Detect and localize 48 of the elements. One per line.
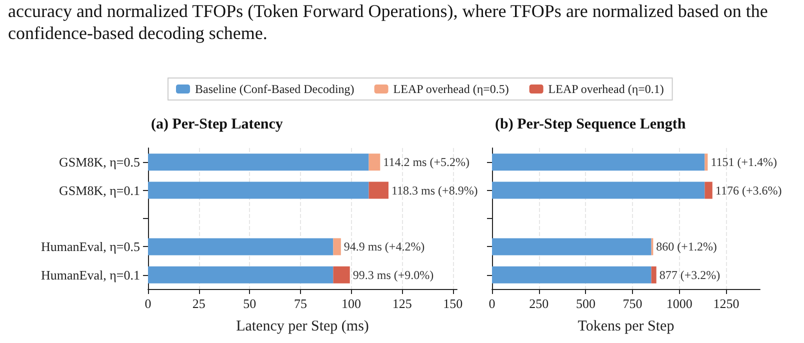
bar: [492, 238, 652, 256]
x-tick-label: 75: [294, 296, 307, 311]
total-label: 114.2 ms (+5.2%): [383, 155, 470, 170]
x-tick-label: 50: [243, 296, 256, 311]
x-axis-title: Latency per Step (ms): [236, 318, 369, 334]
y-tick-label: HumanEval, η=0.5: [41, 239, 140, 254]
y-tick-label: GSM8K, η=0.5: [59, 154, 140, 170]
bar: [333, 238, 341, 256]
legend-label: Baseline (Conf-Based Decoding): [195, 82, 354, 96]
x-axis-title: Tokens per Step: [578, 318, 674, 334]
x-tick-label: 100: [342, 296, 362, 311]
bar: [492, 182, 705, 199]
x-tick-label: 750: [622, 296, 642, 311]
total-label: 877 (+3.2%): [659, 268, 720, 282]
x-tick-label: 25: [192, 296, 206, 311]
x-tick-label: 250: [529, 296, 549, 311]
text: accuracy and normalized TFOPs (Token Forward Operations), where TFOPs are normalized based on the confidence-based decoding scheme.: [8, 1, 769, 44]
legend-label: LEAP overhead (η=0.5): [393, 82, 509, 96]
bar: [704, 182, 712, 199]
bar: [148, 182, 369, 199]
total-label: 118.3 ms (+8.9%): [391, 183, 478, 198]
total-label: 1176 (+3.6%): [715, 183, 782, 198]
bar: [148, 238, 334, 256]
total-label: 94.9 ms (+4.2%): [344, 240, 425, 254]
bar: [148, 154, 369, 171]
x-tick-label: 0: [488, 296, 496, 311]
x-tick-label: 150: [443, 296, 463, 311]
x-tick-label: 0: [144, 296, 152, 311]
chart-title: (b) Per-Step Sequence Length: [495, 116, 686, 132]
total-label: 860 (+1.2%): [656, 240, 717, 254]
bar: [492, 154, 705, 171]
x-tick-label: 500: [576, 296, 596, 311]
chart-title: (a) Per-Step Latency: [151, 116, 284, 132]
total-label: 99.3 ms (+9.0%): [352, 268, 434, 282]
y-tick-label: HumanEval, η=0.1: [41, 267, 140, 282]
x-tick-label: 1250: [713, 296, 740, 311]
bar: [368, 154, 380, 171]
x-tick-label: 1000: [666, 296, 692, 311]
bar: [333, 266, 350, 284]
bar: [492, 266, 652, 284]
legend-label: LEAP overhead (η=0.1): [548, 82, 664, 96]
x-tick-label: 125: [392, 296, 412, 311]
bar: [651, 266, 656, 284]
total-label: 1151 (+1.4%): [710, 155, 778, 170]
bar: [148, 266, 334, 284]
bar: [368, 182, 388, 199]
bar: [704, 154, 708, 171]
y-tick-label: GSM8K, η=0.1: [59, 182, 140, 198]
